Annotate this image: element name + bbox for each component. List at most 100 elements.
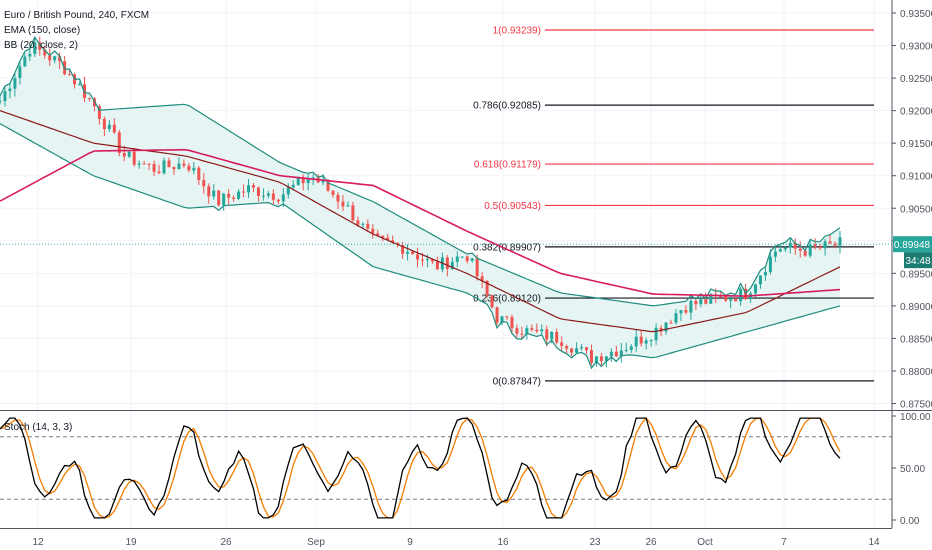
candle-body[interactable] [763, 272, 767, 276]
candle-body[interactable] [306, 178, 310, 184]
candles[interactable] [0, 36, 842, 368]
candle-body[interactable] [326, 180, 330, 191]
candle-body[interactable] [480, 276, 484, 281]
candle-body[interactable] [167, 160, 171, 168]
candle-body[interactable] [401, 245, 405, 254]
candle-body[interactable] [634, 336, 638, 347]
candle-body[interactable] [58, 56, 62, 62]
candle-body[interactable] [545, 329, 549, 340]
candle-body[interactable] [276, 199, 280, 202]
candle-body[interactable] [242, 191, 246, 193]
candle-body[interactable] [3, 91, 7, 102]
candle-body[interactable] [406, 251, 410, 254]
candle-body[interactable] [470, 258, 474, 261]
candle-body[interactable] [798, 248, 802, 251]
candle-body[interactable] [157, 171, 161, 174]
candle-body[interactable] [734, 298, 738, 302]
candle-body[interactable] [261, 195, 265, 197]
candle-body[interactable] [604, 356, 608, 362]
candle-body[interactable] [515, 328, 519, 334]
candle-body[interactable] [281, 194, 285, 202]
candle-body[interactable] [286, 187, 290, 195]
candle-body[interactable] [207, 186, 211, 197]
candle-body[interactable] [455, 256, 459, 262]
candle-body[interactable] [127, 151, 131, 157]
candle-body[interactable] [560, 342, 564, 347]
candle-body[interactable] [416, 254, 420, 260]
candle-body[interactable] [580, 347, 584, 349]
candle-body[interactable] [629, 346, 633, 350]
candle-body[interactable] [38, 42, 42, 50]
candle-body[interactable] [366, 223, 370, 229]
candle-body[interactable] [321, 180, 325, 183]
candle-body[interactable] [336, 194, 340, 202]
candle-body[interactable] [788, 242, 792, 248]
candle-body[interactable] [43, 49, 47, 56]
candle-body[interactable] [227, 193, 231, 198]
candle-body[interactable] [331, 190, 335, 195]
candle-body[interactable] [48, 55, 52, 61]
candle-body[interactable] [575, 348, 579, 353]
candle-body[interactable] [232, 197, 236, 199]
candle-body[interactable] [768, 256, 772, 273]
candle-body[interactable] [793, 242, 797, 249]
candle-body[interactable] [68, 74, 72, 76]
candle-body[interactable] [639, 336, 643, 344]
candle-body[interactable] [674, 313, 678, 323]
candle-body[interactable] [132, 151, 136, 165]
candle-body[interactable] [361, 223, 365, 225]
candle-body[interactable] [251, 185, 255, 188]
candle-body[interactable] [266, 193, 270, 196]
candle-body[interactable] [520, 333, 524, 335]
candle-body[interactable] [465, 256, 469, 261]
candle-body[interactable] [570, 348, 574, 353]
candle-body[interactable] [719, 296, 723, 298]
candle-body[interactable] [351, 205, 355, 221]
candle-body[interactable] [147, 163, 151, 165]
candle-body[interactable] [689, 300, 693, 313]
candle-body[interactable] [411, 251, 415, 255]
candle-body[interactable] [296, 177, 300, 185]
candle-body[interactable] [664, 322, 668, 332]
candle-body[interactable] [594, 356, 598, 363]
candle-body[interactable] [212, 190, 216, 197]
candle-body[interactable] [192, 167, 196, 171]
candle-body[interactable] [813, 244, 817, 247]
candle-body[interactable] [833, 243, 837, 246]
candle-body[interactable] [758, 275, 762, 285]
candle-body[interactable] [301, 177, 305, 184]
candle-body[interactable] [704, 299, 708, 304]
candle-body[interactable] [28, 53, 32, 57]
candle-body[interactable] [53, 56, 57, 61]
candle-body[interactable] [87, 97, 91, 99]
candle-body[interactable] [654, 327, 658, 341]
candle-body[interactable] [78, 84, 82, 86]
candle-body[interactable] [550, 331, 554, 340]
candle-body[interactable] [460, 256, 464, 258]
candle-body[interactable] [117, 132, 121, 153]
candle-body[interactable] [187, 165, 191, 171]
candle-body[interactable] [291, 184, 295, 188]
stochastic-pane[interactable] [0, 417, 892, 519]
candle-body[interactable] [376, 233, 380, 236]
candle-body[interactable] [475, 258, 479, 277]
candle-body[interactable] [838, 237, 842, 246]
candle-body[interactable] [694, 300, 698, 305]
candle-body[interactable] [386, 237, 390, 241]
candle-body[interactable] [659, 327, 663, 332]
candle-body[interactable] [0, 101, 2, 103]
candle-body[interactable] [371, 228, 375, 234]
candle-body[interactable] [644, 340, 648, 344]
candle-body[interactable] [142, 163, 146, 165]
candle-body[interactable] [818, 246, 822, 249]
candle-body[interactable] [823, 241, 827, 249]
candle-body[interactable] [535, 329, 539, 332]
candle-body[interactable] [729, 298, 733, 301]
candle-body[interactable] [669, 322, 673, 324]
candle-body[interactable] [709, 294, 713, 304]
candle-body[interactable] [102, 118, 106, 130]
candle-body[interactable] [97, 106, 101, 119]
candle-body[interactable] [589, 350, 593, 363]
candle-body[interactable] [162, 160, 166, 174]
